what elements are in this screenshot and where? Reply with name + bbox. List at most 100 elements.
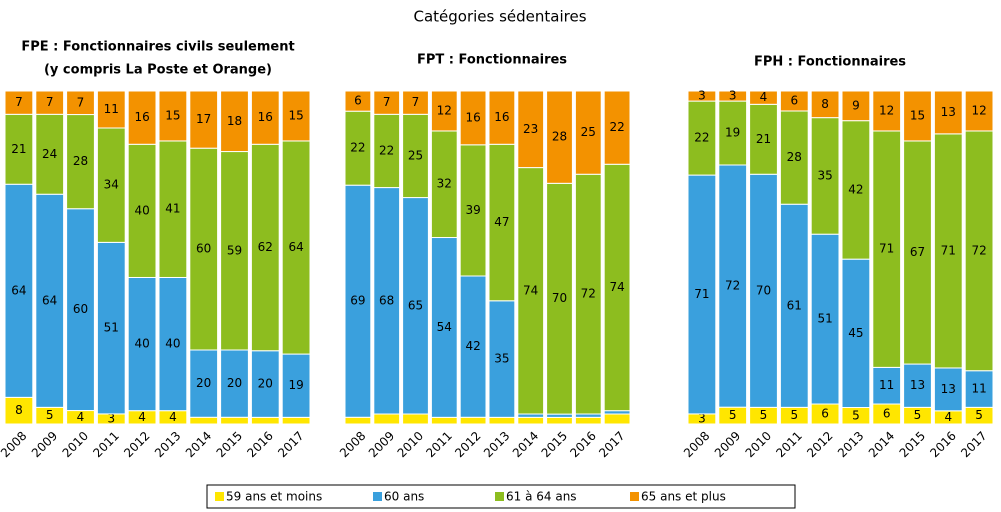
bar-segment bbox=[718, 164, 748, 408]
bar-segment bbox=[281, 416, 311, 425]
data-label: 7 bbox=[15, 95, 23, 109]
data-label: 3 bbox=[698, 411, 706, 425]
data-label: 65 bbox=[408, 298, 423, 312]
legend-box bbox=[206, 484, 796, 509]
data-label: 6 bbox=[821, 407, 829, 421]
data-label: 67 bbox=[910, 245, 925, 259]
bar-segment bbox=[373, 113, 401, 189]
bar-segment bbox=[281, 90, 311, 142]
panel-title: FPE : Fonctionnaires civils seulement bbox=[21, 40, 294, 55]
bar-segment bbox=[488, 143, 516, 302]
bar-segment bbox=[127, 276, 157, 412]
data-label: 9 bbox=[852, 98, 860, 112]
data-label: 22 bbox=[609, 120, 624, 134]
panel-title: FPT : Fonctionnaires bbox=[417, 53, 567, 68]
data-label: 35 bbox=[817, 168, 832, 182]
legend-label: 60 ans bbox=[384, 490, 424, 504]
data-label: 71 bbox=[941, 243, 956, 257]
bar-segment bbox=[933, 90, 963, 135]
bar-segment bbox=[459, 90, 487, 146]
legend-swatch bbox=[495, 492, 504, 501]
data-label: 12 bbox=[879, 103, 894, 117]
bar-segment bbox=[488, 300, 516, 418]
bar-segment bbox=[779, 110, 809, 205]
bar-segment bbox=[430, 90, 458, 132]
data-label: 60 bbox=[73, 302, 88, 316]
data-label: 8 bbox=[15, 403, 23, 417]
bar-segment bbox=[779, 203, 809, 408]
data-label: 71 bbox=[879, 242, 894, 256]
legend-label: 61 à 64 ans bbox=[506, 490, 577, 504]
data-label: 5 bbox=[914, 408, 922, 422]
bar-segment bbox=[344, 416, 372, 425]
data-label: 3 bbox=[107, 411, 115, 425]
data-label: 6 bbox=[354, 94, 362, 108]
bar-segment bbox=[35, 90, 65, 115]
bar-segment bbox=[488, 416, 516, 425]
data-label: 68 bbox=[379, 293, 394, 307]
bar-segment bbox=[344, 110, 372, 186]
bar-segment bbox=[220, 90, 249, 153]
data-label: 4 bbox=[138, 410, 146, 424]
data-label: 6 bbox=[790, 93, 798, 107]
bar-segment bbox=[430, 416, 458, 425]
data-label: 72 bbox=[971, 243, 986, 257]
bar-segment bbox=[127, 90, 157, 145]
data-label: 45 bbox=[848, 326, 863, 340]
bar-segment bbox=[220, 349, 249, 418]
data-label: 35 bbox=[494, 352, 509, 366]
bar-segment bbox=[546, 416, 573, 425]
bar-segment bbox=[517, 416, 545, 425]
legend-label: 59 ans et moins bbox=[226, 490, 322, 504]
legend-swatch bbox=[630, 492, 639, 501]
bar-segment bbox=[964, 90, 994, 132]
bar-segment bbox=[402, 413, 429, 425]
chart-title: Catégories sédentaires bbox=[413, 8, 586, 26]
bar-segment bbox=[779, 90, 809, 112]
data-label: 25 bbox=[408, 148, 423, 162]
bar-segment bbox=[903, 363, 932, 408]
data-label: 3 bbox=[698, 89, 706, 103]
data-label: 40 bbox=[134, 203, 149, 217]
bar-segment bbox=[603, 413, 631, 425]
data-label: 6 bbox=[883, 407, 891, 421]
x-tick-label: 2015 bbox=[539, 429, 570, 460]
bar-segment bbox=[127, 143, 157, 278]
bar-segment bbox=[718, 100, 748, 166]
data-label: 54 bbox=[437, 320, 452, 334]
bar-segment bbox=[810, 233, 840, 405]
data-label: 22 bbox=[379, 143, 394, 157]
bar-segment bbox=[933, 133, 963, 369]
bar-segment bbox=[574, 90, 602, 175]
data-label: 11 bbox=[879, 378, 894, 392]
data-label: 51 bbox=[817, 312, 832, 326]
x-tick-label: 2011 bbox=[423, 429, 454, 460]
bar-segment bbox=[344, 90, 372, 112]
data-label: 28 bbox=[787, 150, 802, 164]
data-label: 42 bbox=[848, 182, 863, 196]
panel-title: (y compris La Poste et Orange) bbox=[44, 63, 272, 78]
bar-segment bbox=[810, 90, 840, 119]
data-label: 13 bbox=[941, 105, 956, 119]
data-label: 11 bbox=[971, 382, 986, 396]
bar-segment bbox=[189, 349, 219, 418]
legend-swatch bbox=[215, 492, 224, 501]
data-label: 64 bbox=[11, 283, 26, 297]
bar-segment bbox=[488, 90, 516, 145]
bar-segment bbox=[373, 90, 401, 115]
data-label: 20 bbox=[196, 376, 211, 390]
data-label: 74 bbox=[609, 280, 624, 294]
bar-segment bbox=[459, 275, 487, 418]
bar-segment bbox=[810, 117, 840, 235]
data-label: 39 bbox=[465, 203, 480, 217]
bar-segment bbox=[517, 167, 545, 415]
data-label: 4 bbox=[169, 410, 177, 424]
data-label: 16 bbox=[465, 110, 480, 124]
data-label: 7 bbox=[46, 95, 54, 109]
data-label: 19 bbox=[288, 378, 303, 392]
bar-segment bbox=[964, 130, 994, 372]
bar-segment bbox=[4, 183, 34, 398]
x-tick-label: 2015 bbox=[897, 429, 928, 460]
data-label: 16 bbox=[134, 110, 149, 124]
data-label: 5 bbox=[852, 408, 860, 422]
